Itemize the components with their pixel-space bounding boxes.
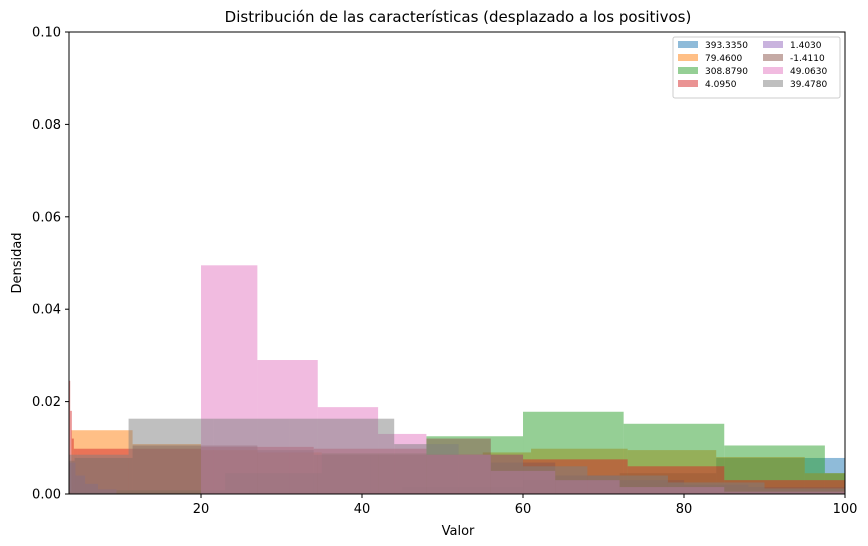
bars-layer	[69, 265, 845, 494]
histogram-bar	[69, 455, 129, 494]
y-axis-label: Densidad	[10, 232, 25, 293]
x-axis-ticks: 20 40 60 80 100	[193, 494, 858, 517]
y-tick-label: 0.08	[32, 118, 61, 133]
x-tick-label: 20	[193, 502, 210, 517]
legend-swatch	[763, 67, 783, 74]
x-tick-label: 100	[833, 502, 858, 517]
histogram-bar	[394, 444, 458, 494]
histogram-bar	[459, 455, 523, 494]
legend-swatch	[678, 80, 698, 87]
histogram-bar	[523, 466, 587, 494]
histogram-bar	[765, 488, 846, 494]
histogram-bar	[213, 419, 289, 494]
legend-label: 308.8790	[705, 67, 748, 77]
y-axis-ticks: 0.00 0.02 0.04 0.06 0.08 0.10	[32, 26, 69, 503]
x-axis-label: Valor	[442, 524, 475, 539]
y-tick-label: 0.04	[32, 303, 61, 318]
histogram-bar	[668, 482, 765, 494]
legend-label: 79.4600	[705, 54, 742, 64]
histogram-bar	[129, 419, 214, 494]
x-tick-label: 60	[515, 502, 532, 517]
x-tick-label: 80	[676, 502, 693, 517]
legend-swatch	[678, 54, 698, 61]
legend-swatch	[678, 41, 698, 48]
x-tick-label: 40	[354, 502, 371, 517]
legend-label: -1.4110	[790, 54, 825, 64]
legend-label: 393.3350	[705, 41, 748, 51]
legend-swatch	[763, 41, 783, 48]
chart-title: Distribución de las características (des…	[225, 8, 692, 26]
legend-swatch	[763, 54, 783, 61]
legend-label: 4.0950	[705, 80, 737, 90]
y-tick-label: 0.06	[32, 210, 61, 225]
legend-label: 49.0630	[790, 67, 827, 77]
legend-swatch	[678, 67, 698, 74]
histogram-bar	[587, 476, 668, 494]
legend-label: 1.4030	[790, 41, 822, 51]
y-tick-label: 0.00	[32, 488, 61, 503]
histogram-bar	[290, 419, 395, 494]
legend-label: 39.4780	[790, 80, 827, 90]
y-tick-label: 0.10	[32, 26, 61, 41]
legend: 393.3350 79.4600 308.8790 4.0950 1.4030 -1.41…	[673, 37, 840, 98]
legend-swatch	[763, 80, 783, 87]
y-tick-label: 0.02	[32, 395, 61, 410]
